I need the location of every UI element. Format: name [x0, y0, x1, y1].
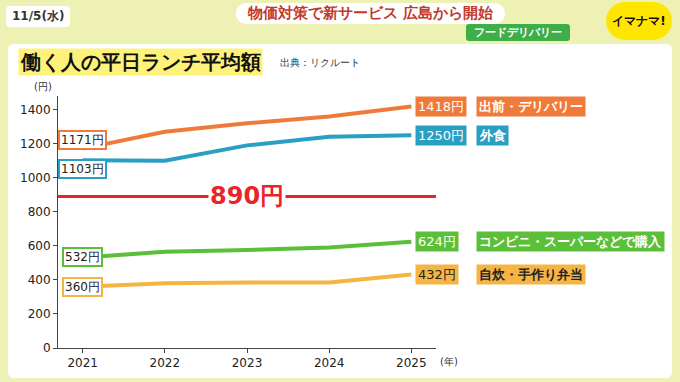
svg-text:432円: 432円: [418, 267, 456, 282]
svg-text:(円): (円): [34, 81, 52, 92]
svg-text:0: 0: [43, 341, 51, 355]
svg-text:コンビニ・スーパーなどで購入: コンビニ・スーパーなどで購入: [479, 234, 662, 249]
svg-text:1000: 1000: [20, 171, 51, 185]
svg-text:2021: 2021: [67, 356, 98, 370]
html-text:イマナマ!: イマナマ!: [612, 14, 666, 28]
svg-text:出典：リクルート: 出典：リクルート: [280, 57, 360, 68]
svg-text:1171円: 1171円: [61, 133, 104, 147]
svg-text:360円: 360円: [65, 280, 100, 294]
svg-text:800: 800: [28, 205, 51, 219]
svg-text:自炊・手作り弁当: 自炊・手作り弁当: [479, 267, 583, 282]
svg-text:1418円: 1418円: [418, 99, 464, 114]
html-text:物価対策で新サービス 広島から開始: 物価対策で新サービス 広島から開始: [248, 4, 494, 22]
svg-text:1250円: 1250円: [418, 128, 464, 143]
svg-text:2024: 2024: [314, 356, 345, 370]
svg-text:890円: 890円: [210, 182, 284, 210]
svg-text:2023: 2023: [232, 356, 263, 370]
svg-text:出前・デリバリー: 出前・デリバリー: [479, 99, 583, 114]
svg-text:2022: 2022: [150, 356, 181, 370]
html-text:フードデリバリー: フードデリバリー: [474, 26, 562, 39]
svg-text:2025: 2025: [396, 356, 427, 370]
svg-text:624円: 624円: [418, 234, 456, 249]
svg-text:1103円: 1103円: [61, 162, 104, 176]
html-text:11/5(水): 11/5(水): [12, 9, 65, 23]
svg-text:200: 200: [28, 307, 51, 321]
svg-text:400: 400: [28, 273, 51, 287]
svg-text:1200: 1200: [20, 137, 51, 151]
svg-text:1400: 1400: [20, 103, 51, 117]
svg-text:働く人の平日ランチ平均額: 働く人の平日ランチ平均額: [20, 50, 261, 74]
svg-text:(年): (年): [440, 356, 458, 367]
svg-text:外食: 外食: [479, 128, 506, 143]
svg-text:600: 600: [28, 239, 51, 253]
svg-text:532円: 532円: [65, 250, 100, 264]
